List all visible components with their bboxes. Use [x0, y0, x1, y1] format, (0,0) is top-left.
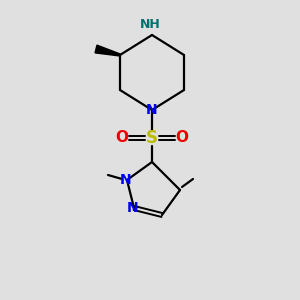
Polygon shape — [95, 45, 120, 56]
Text: O: O — [116, 130, 128, 146]
Text: N: N — [127, 201, 139, 215]
Text: N: N — [120, 173, 132, 187]
Text: O: O — [176, 130, 188, 146]
Text: NH: NH — [140, 18, 160, 31]
Text: N: N — [146, 103, 158, 117]
Text: S: S — [146, 129, 158, 147]
